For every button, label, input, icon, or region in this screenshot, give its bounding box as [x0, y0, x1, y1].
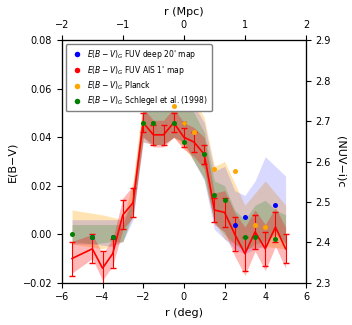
Point	[151, 120, 156, 125]
Point	[69, 232, 75, 237]
Point	[140, 120, 146, 125]
Point	[140, 120, 146, 125]
X-axis label: r (Mpc): r (Mpc)	[164, 7, 204, 17]
Point	[242, 215, 248, 220]
Point	[171, 120, 177, 125]
X-axis label: r (deg): r (deg)	[165, 308, 203, 318]
Point	[201, 152, 207, 157]
Point	[222, 198, 227, 203]
Point	[252, 234, 258, 239]
Point	[89, 234, 95, 239]
Point	[242, 234, 248, 239]
Point	[151, 120, 156, 125]
Point	[110, 234, 115, 239]
Point	[252, 222, 258, 227]
Point	[212, 166, 217, 171]
Point	[89, 234, 95, 239]
Point	[151, 120, 156, 125]
Point	[110, 234, 115, 239]
Point	[272, 202, 278, 208]
Point	[212, 193, 217, 198]
Point	[232, 169, 238, 174]
Point	[263, 224, 268, 229]
Point	[191, 130, 197, 135]
Point	[272, 237, 278, 242]
Legend: $E(B-V)_G$ FUV deep 20' map, $E(B-V)_G$ FUV AIS 1' map, $E(B-V)_G$ Planck, $E(B-: $E(B-V)_G$ FUV deep 20' map, $E(B-V)_G$ …	[66, 44, 212, 111]
Point	[171, 103, 177, 108]
Point	[181, 139, 187, 145]
Point	[181, 120, 187, 125]
Point	[181, 120, 187, 125]
Y-axis label: (NUV−i)ᴄ: (NUV−i)ᴄ	[335, 136, 345, 187]
Point	[232, 222, 238, 227]
Y-axis label: E(B−V): E(B−V)	[7, 141, 17, 182]
